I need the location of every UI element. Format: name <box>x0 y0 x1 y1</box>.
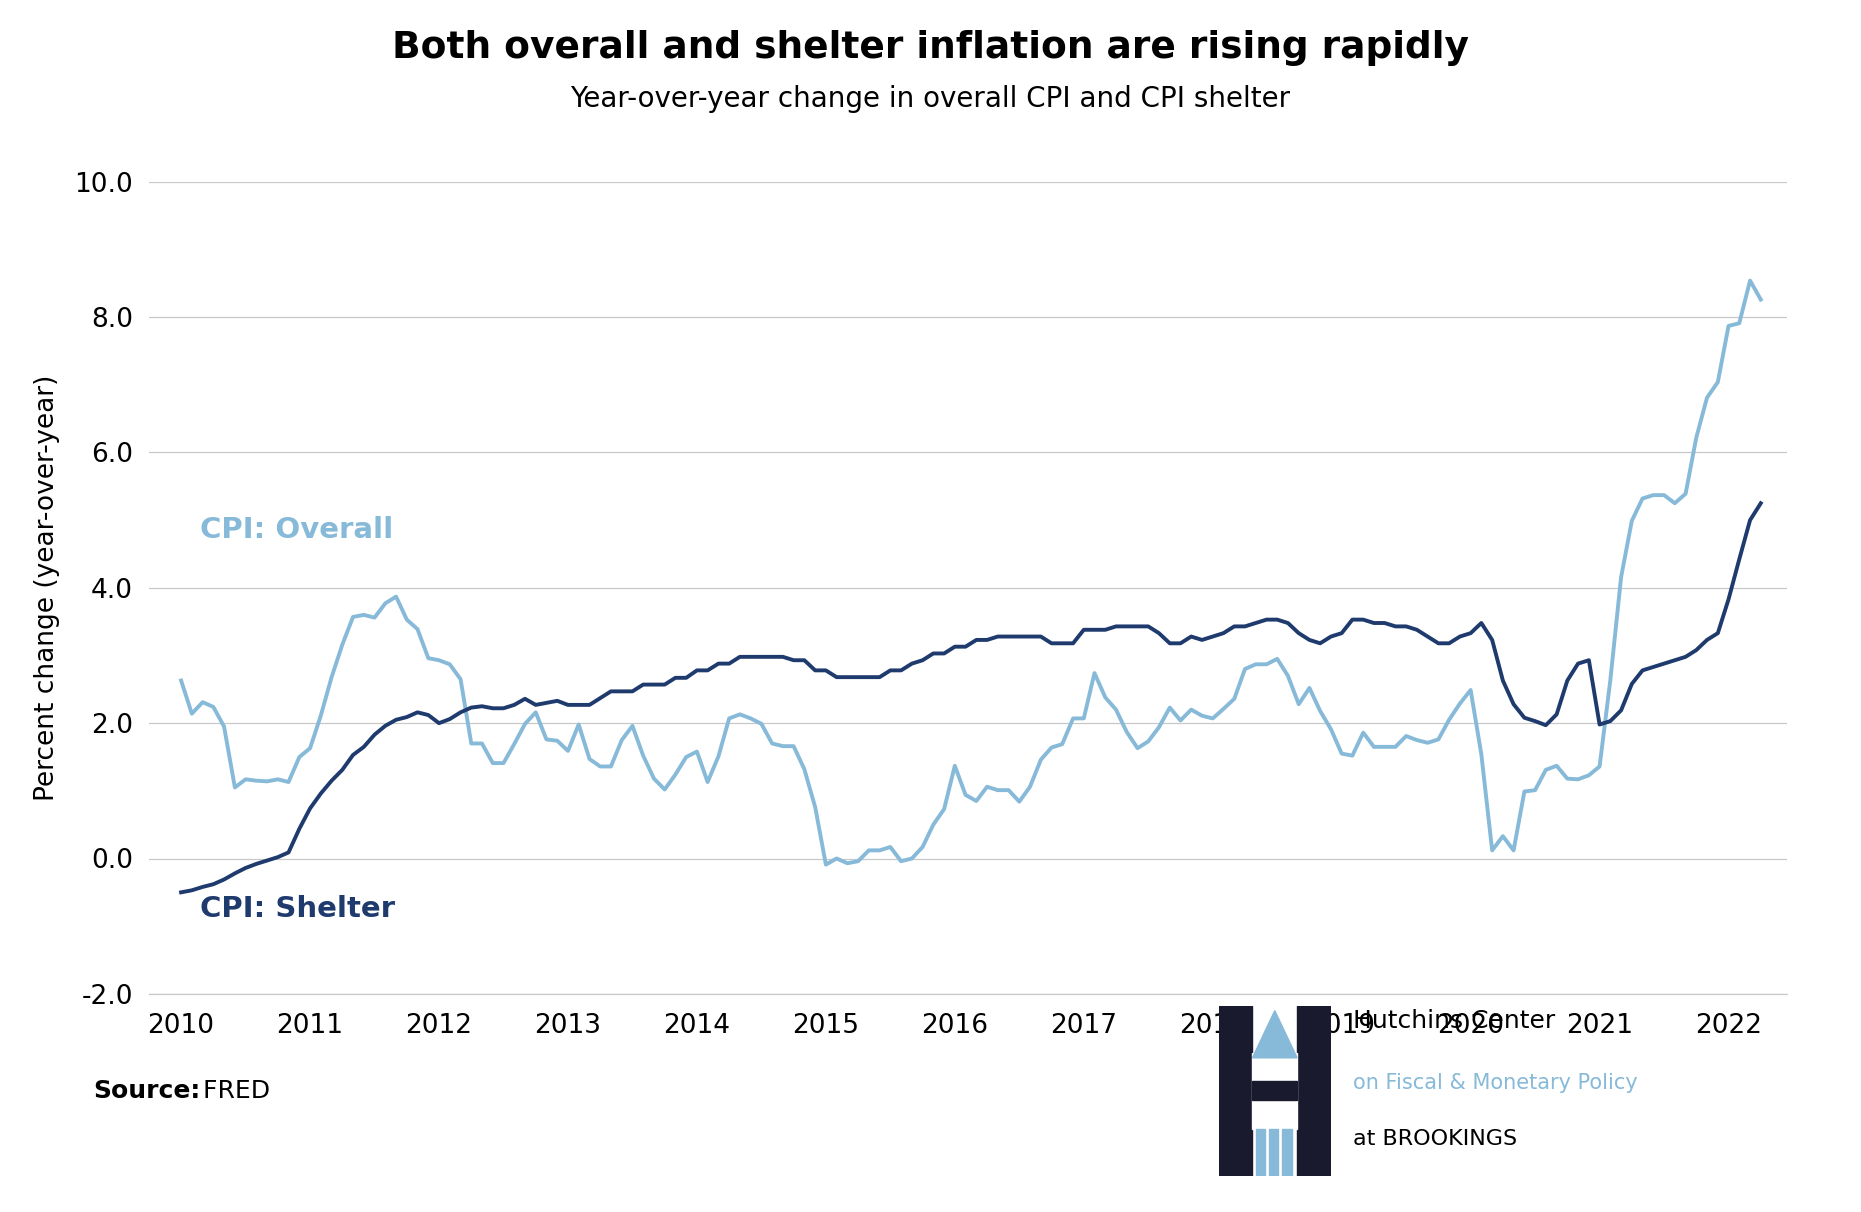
Bar <box>1269 1128 1279 1176</box>
Text: on Fiscal & Monetary Policy: on Fiscal & Monetary Policy <box>1353 1073 1638 1093</box>
Text: Hutchins Center: Hutchins Center <box>1353 1008 1556 1033</box>
Text: at BROOKINGS: at BROOKINGS <box>1353 1128 1517 1149</box>
Text: CPI: Shelter: CPI: Shelter <box>201 896 395 924</box>
Bar <box>1252 1081 1297 1100</box>
Text: FRED: FRED <box>195 1079 270 1103</box>
Bar <box>1252 1053 1297 1128</box>
Bar <box>1256 1128 1265 1176</box>
Y-axis label: Percent change (year-over-year): Percent change (year-over-year) <box>33 375 60 801</box>
Text: CPI: Overall: CPI: Overall <box>201 516 395 544</box>
Bar <box>1282 1128 1292 1176</box>
Polygon shape <box>1252 1011 1297 1058</box>
Bar <box>1297 1006 1331 1176</box>
Text: Source:: Source: <box>93 1079 201 1103</box>
Bar <box>1219 1006 1252 1176</box>
Text: Both overall and shelter inflation are rising rapidly: Both overall and shelter inflation are r… <box>393 30 1468 67</box>
Text: Year-over-year change in overall CPI and CPI shelter: Year-over-year change in overall CPI and… <box>571 85 1290 113</box>
